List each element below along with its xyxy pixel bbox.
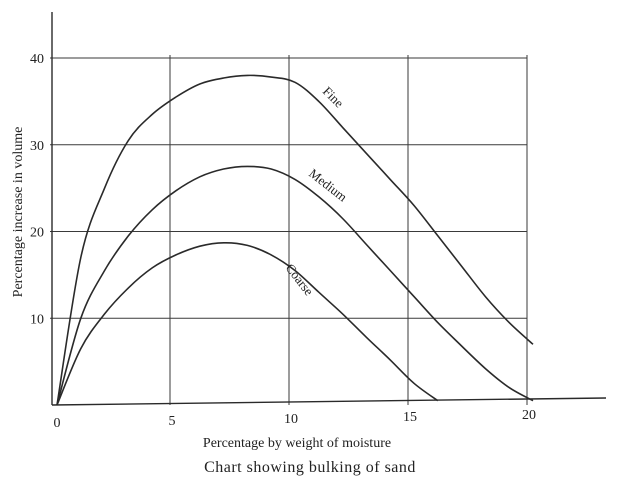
x-tick-label: 5 [169, 414, 176, 429]
x-tick-label: 20 [522, 408, 536, 423]
x-tick-label: 0 [54, 416, 61, 431]
y-axis-label: Percentage increase in volume [11, 127, 26, 298]
series-line-medium [56, 165, 534, 406]
series-line-coarse [56, 241, 439, 406]
y-tick-label: 10 [30, 312, 44, 327]
y-tick-label: 30 [30, 139, 44, 154]
series-line-fine [56, 74, 534, 406]
series-label-medium: Medium [306, 166, 350, 205]
x-axis-label: Percentage by weight of moisture [203, 436, 391, 451]
x-axis-line [51, 397, 607, 406]
tick-labels: 10 20 30 40 0 5 10 15 20 [30, 52, 536, 431]
grid-lines [50, 55, 528, 405]
y-tick-label: 20 [30, 226, 44, 241]
series-label-coarse: Coarse [283, 261, 317, 299]
x-tick-label: 15 [403, 410, 417, 425]
chart-caption: Chart showing bulking of sand [204, 459, 416, 476]
x-tick-label: 10 [284, 412, 298, 427]
axes [51, 12, 607, 406]
y-tick-label: 40 [30, 52, 44, 67]
series-curves [56, 74, 534, 406]
